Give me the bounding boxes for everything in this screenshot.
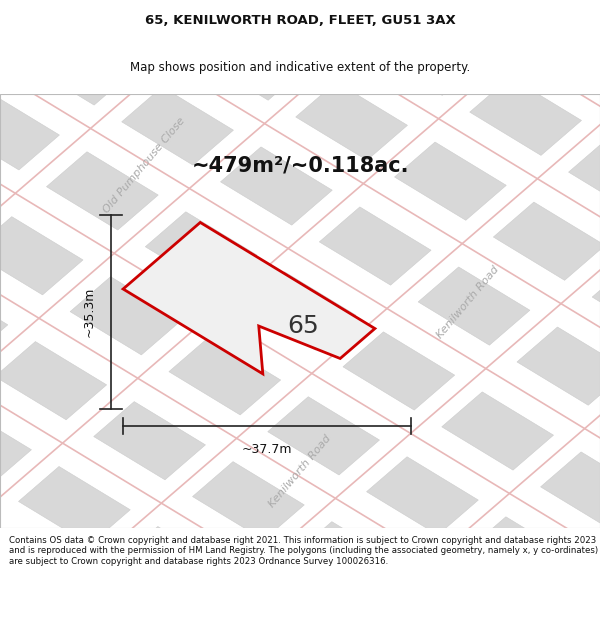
Polygon shape (221, 147, 332, 225)
Polygon shape (0, 92, 59, 170)
Polygon shape (541, 452, 600, 530)
Text: 65: 65 (287, 314, 319, 338)
Polygon shape (94, 402, 205, 480)
Polygon shape (466, 517, 577, 595)
Polygon shape (296, 82, 407, 160)
Text: Contains OS data © Crown copyright and database right 2021. This information is : Contains OS data © Crown copyright and d… (9, 536, 598, 566)
Polygon shape (319, 207, 431, 285)
Polygon shape (343, 332, 455, 410)
Text: Old Pumphouse Close: Old Pumphouse Close (101, 116, 187, 215)
Polygon shape (470, 77, 581, 156)
Polygon shape (446, 0, 558, 31)
Polygon shape (0, 342, 107, 420)
Polygon shape (564, 577, 600, 625)
Polygon shape (268, 397, 379, 475)
Text: ~37.7m: ~37.7m (242, 442, 292, 456)
Polygon shape (442, 392, 554, 470)
Polygon shape (0, 217, 83, 295)
Polygon shape (493, 202, 600, 280)
Polygon shape (390, 582, 502, 625)
Polygon shape (46, 152, 158, 230)
Polygon shape (98, 0, 210, 40)
Polygon shape (145, 212, 257, 290)
Polygon shape (244, 272, 356, 350)
Polygon shape (418, 267, 530, 345)
Polygon shape (197, 22, 308, 100)
Text: ~35.3m: ~35.3m (83, 287, 96, 338)
Polygon shape (517, 327, 600, 405)
Polygon shape (0, 406, 31, 484)
Polygon shape (23, 27, 134, 105)
Polygon shape (371, 17, 482, 96)
Polygon shape (169, 337, 281, 415)
Text: 65, KENILWORTH ROAD, FLEET, GU51 3AX: 65, KENILWORTH ROAD, FLEET, GU51 3AX (145, 14, 455, 27)
Text: Map shows position and indicative extent of the property.: Map shows position and indicative extent… (130, 61, 470, 74)
Polygon shape (395, 142, 506, 220)
Polygon shape (19, 466, 130, 545)
Polygon shape (216, 586, 328, 625)
Polygon shape (118, 526, 229, 605)
Polygon shape (367, 457, 478, 535)
Polygon shape (70, 277, 182, 355)
Polygon shape (0, 0, 36, 45)
Text: Kenilworth Road: Kenilworth Road (435, 264, 501, 340)
Polygon shape (0, 281, 8, 360)
Polygon shape (569, 138, 600, 216)
Polygon shape (123, 222, 375, 374)
Polygon shape (545, 12, 600, 91)
Polygon shape (292, 522, 403, 600)
Polygon shape (272, 0, 384, 36)
Text: ~479m²/~0.118ac.: ~479m²/~0.118ac. (191, 156, 409, 176)
Polygon shape (122, 87, 233, 165)
Polygon shape (193, 462, 304, 540)
Text: Kenilworth Road: Kenilworth Road (267, 434, 333, 509)
Polygon shape (592, 262, 600, 341)
